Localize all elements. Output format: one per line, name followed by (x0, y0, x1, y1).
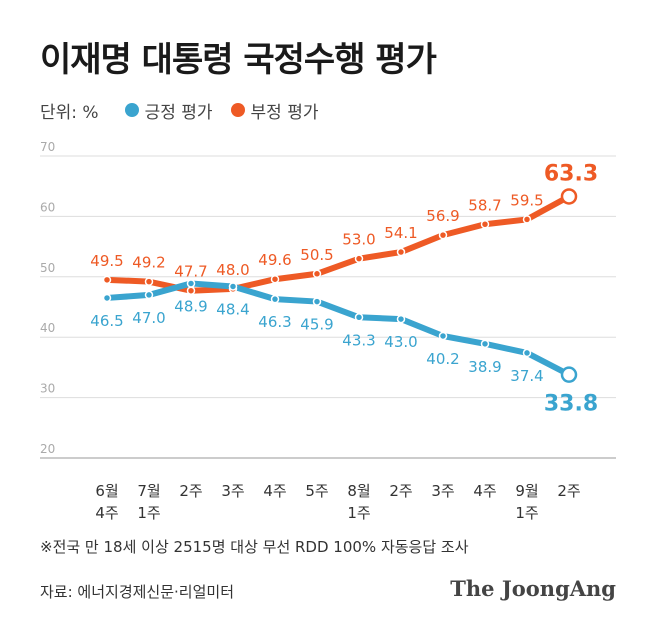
data-label-positive: 45.9 (300, 316, 333, 334)
data-point-negative (312, 269, 322, 279)
data-point-positive (312, 297, 322, 306)
y-tick-label: 40 (40, 321, 55, 335)
data-label-positive: 46.5 (90, 312, 123, 330)
x-tick-label: 1주 (515, 504, 538, 522)
page-title: 이재명 대통령 국정수행 평가 (40, 40, 437, 80)
line-chart: 20 30 40 50 60 70 6월 4주 7월 1주 2주 3주 4주 5주 8월 1주 2주 3주 4주 9월… (40, 140, 616, 522)
data-point-positive (102, 293, 112, 303)
x-tick-label: 3주 (221, 482, 244, 500)
data-point-positive (522, 348, 532, 358)
data-label-negative: 63.3 (544, 161, 598, 186)
x-tick-label: 5주 (305, 482, 328, 500)
legend-label-negative: 부정 평가 (250, 102, 319, 123)
x-tick-label: 2주 (389, 482, 412, 500)
data-label-negative: 59.5 (510, 191, 543, 209)
data-label-positive: 47.0 (132, 309, 165, 327)
data-point-positive (560, 366, 578, 383)
data-label-negative: 47.7 (174, 263, 207, 281)
data-point-positive (228, 282, 238, 291)
y-tick-label: 30 (40, 382, 55, 396)
data-point-negative (102, 275, 112, 285)
legend: 단위: % 긍정 평가 부정 평가 (40, 98, 337, 123)
data-point-negative (186, 286, 196, 295)
data-label-positive: 37.4 (510, 367, 543, 385)
unit-label: 단위: % (40, 102, 99, 123)
x-tick-label: 6월 (95, 482, 118, 500)
x-tick-label: 1주 (137, 504, 160, 522)
series-line-negative (104, 193, 572, 294)
x-tick-label: 2주 (179, 482, 202, 500)
data-label-negative: 58.7 (468, 196, 501, 214)
footnote: ※전국 만 18세 이상 2515명 대상 무선 RDD 100% 자동응답 조… (40, 538, 469, 556)
legend-label-positive: 긍정 평가 (144, 102, 213, 123)
data-point-positive (354, 313, 364, 322)
data-label-negative: 50.5 (300, 246, 333, 264)
data-point-negative (560, 188, 578, 205)
data-point-positive (438, 331, 448, 341)
data-label-positive: 33.8 (544, 392, 598, 417)
data-point-negative (480, 220, 490, 229)
legend-item-positive: 긍정 평가 (124, 98, 213, 123)
data-label-negative: 49.6 (258, 251, 291, 269)
data-point-positive (270, 294, 280, 304)
x-tick-label: 9월 (515, 482, 538, 500)
data-point-positive (480, 339, 490, 349)
series-line-positive (104, 280, 572, 378)
data-label-negative: 49.5 (90, 252, 123, 270)
data-point-negative (354, 254, 364, 263)
data-point-negative (438, 230, 448, 240)
x-tick-label: 8월 (347, 482, 370, 500)
data-point-negative (144, 277, 154, 286)
data-label-positive: 43.0 (384, 333, 417, 351)
data-label-negative: 49.2 (132, 254, 165, 272)
data-point-positive (396, 314, 406, 324)
x-tick-label: 7월 (137, 482, 160, 500)
data-label-positive: 38.9 (468, 358, 501, 376)
x-tick-label: 3주 (431, 482, 454, 500)
data-label-positive: 46.3 (258, 313, 291, 331)
x-tick-label: 4주 (95, 504, 118, 522)
x-tick-label: 4주 (263, 482, 286, 500)
publisher-logo: The JoongAng (450, 576, 616, 601)
y-tick-label: 60 (40, 200, 55, 214)
y-tick-label: 50 (40, 261, 55, 275)
data-point-negative (270, 274, 280, 284)
y-tick-label: 20 (40, 442, 55, 456)
data-label-positive: 48.4 (216, 300, 249, 318)
data-label-negative: 48.0 (216, 261, 249, 279)
source-label: 자료: 에너지경제신문·리얼미터 (40, 583, 234, 601)
positive-dot-icon (124, 103, 139, 117)
y-tick-label: 70 (40, 140, 55, 154)
data-label-positive: 43.3 (342, 331, 375, 349)
data-point-negative (396, 247, 406, 257)
x-tick-label: 1주 (347, 504, 370, 522)
data-label-negative: 53.0 (342, 231, 375, 249)
data-label-negative: 54.1 (384, 224, 417, 242)
data-point-negative (522, 215, 532, 224)
data-label-positive: 48.9 (174, 297, 207, 315)
x-tick-label: 2주 (557, 482, 580, 500)
negative-dot-icon (230, 103, 245, 117)
x-tick-label: 4주 (473, 482, 496, 500)
data-point-positive (186, 279, 196, 288)
data-label-positive: 40.2 (426, 350, 459, 368)
data-point-positive (144, 290, 154, 300)
data-label-negative: 56.9 (426, 207, 459, 225)
legend-item-negative: 부정 평가 (230, 98, 319, 123)
